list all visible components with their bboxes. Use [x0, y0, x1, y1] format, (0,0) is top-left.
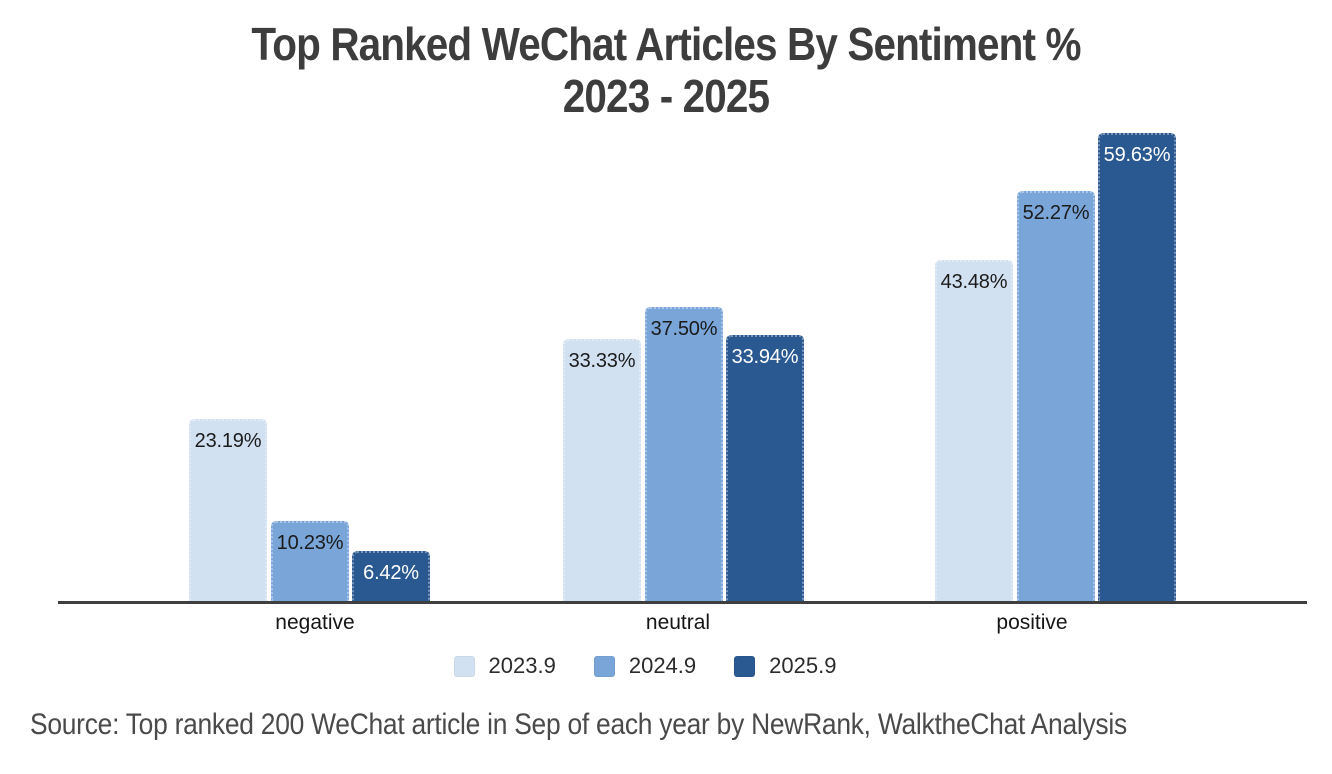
chart-title-line1: Top Ranked WeChat Articles By Sentiment …: [251, 18, 1081, 70]
legend-label: 2024.9: [628, 653, 697, 678]
bar-neutral-2023.9: 33.33%: [563, 339, 641, 601]
legend-label: 2023.9: [488, 653, 556, 678]
bar-value-label: 10.23%: [276, 532, 344, 554]
legend-item-2023.9: 2023.9: [453, 653, 556, 679]
bar-value-label: 37.50%: [650, 318, 718, 340]
x-axis-label-positive: positive: [996, 611, 1068, 634]
bar-value-label: 52.27%: [1022, 202, 1090, 224]
legend-item-2025.9: 2025.9: [734, 653, 836, 679]
bar-negative-2024.9: 10.23%: [271, 521, 349, 601]
bar-positive-2024.9: 52.27%: [1017, 191, 1095, 601]
bar-positive-2023.9: 43.48%: [935, 260, 1013, 601]
bar-negative-2023.9: 23.19%: [189, 419, 267, 601]
source-caption: Source: Top ranked 200 WeChat article in…: [30, 708, 1127, 741]
bar-value-label: 43.48%: [940, 271, 1008, 293]
bar-value-label: 59.63%: [1103, 144, 1171, 166]
legend-swatch-icon: [453, 655, 475, 677]
chart-title-line2: 2023 - 2025: [562, 70, 770, 122]
bar-value-label: 6.42%: [363, 562, 419, 584]
bar-neutral-2025.9: 33.94%: [726, 335, 804, 601]
x-axis-line: [58, 601, 1307, 604]
legend: 2023.9 2024.9 2025.9: [0, 653, 1311, 679]
legend-item-2024.9: 2024.9: [593, 653, 697, 679]
legend-swatch-icon: [734, 655, 756, 677]
x-axis-label-negative: negative: [275, 611, 355, 634]
bar-neutral-2024.9: 37.50%: [645, 307, 723, 601]
bar-positive-2025.9: 59.63%: [1098, 133, 1176, 601]
x-axis-label-neutral: neutral: [645, 611, 711, 634]
legend-label: 2025.9: [769, 653, 837, 678]
chart-title: Top Ranked WeChat Articles By Sentiment …: [80, 18, 1252, 122]
bar-negative-2025.9: 6.42%: [352, 551, 430, 601]
bar-value-label: 33.33%: [568, 350, 636, 372]
bar-value-label: 33.94%: [731, 346, 799, 368]
bar-value-label: 23.19%: [194, 430, 262, 452]
legend-swatch-icon: [593, 655, 615, 677]
